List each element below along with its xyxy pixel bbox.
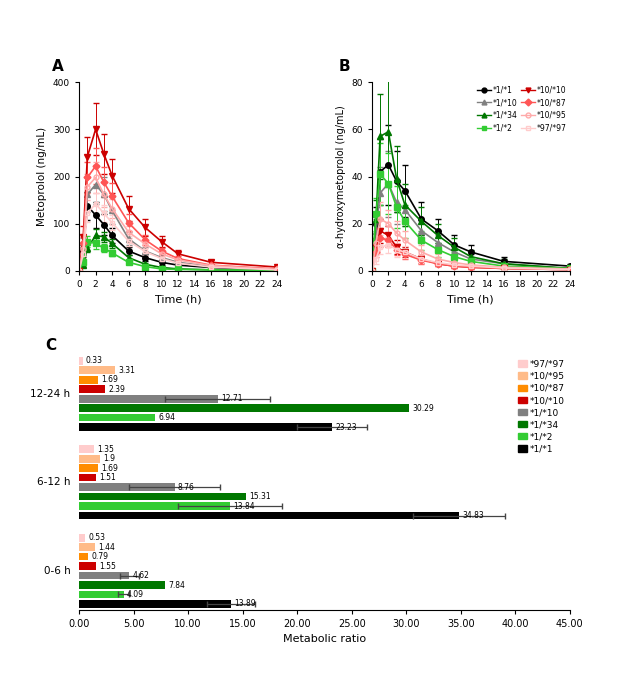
Text: 1.51: 1.51 [99,473,116,482]
Bar [79,423,332,431]
Text: 12.71: 12.71 [221,394,242,403]
Text: 13.89: 13.89 [234,599,256,608]
Text: 6-12 h: 6-12 h [37,477,70,487]
Text: 1.35: 1.35 [97,445,114,453]
Bar [79,357,83,364]
Text: 34.83: 34.83 [462,511,484,520]
Bar [79,395,218,403]
Text: B: B [338,59,350,74]
Text: 23.23: 23.23 [335,423,357,432]
Bar [79,581,165,589]
Bar [79,445,94,453]
Bar [79,572,130,580]
Text: 1.55: 1.55 [99,562,116,571]
Text: 0-6 h: 0-6 h [44,566,70,576]
Text: 7.84: 7.84 [168,580,185,590]
Text: 2.39: 2.39 [108,385,125,394]
Text: 0.33: 0.33 [86,356,103,365]
Bar [79,483,175,491]
X-axis label: Time (h): Time (h) [154,295,201,304]
Bar [79,404,410,412]
Text: 0.53: 0.53 [88,533,105,542]
Bar [79,366,115,374]
X-axis label: Time (h): Time (h) [448,295,494,304]
Bar [79,455,100,462]
Bar [79,543,95,551]
Text: 30.29: 30.29 [413,403,434,412]
Text: 8.76: 8.76 [178,482,195,492]
Text: 0.79: 0.79 [91,552,108,561]
Text: 12-24 h: 12-24 h [30,389,70,399]
Text: A: A [51,59,63,74]
Bar [79,502,230,510]
Legend: *97/*97, *10/*95, *10/*87, *10/*10, *1/*10, *1/*34, *1/*2, *1/*1: *97/*97, *10/*95, *10/*87, *10/*10, *1/*… [518,360,565,453]
Text: 1.44: 1.44 [98,543,115,551]
Text: 1.9: 1.9 [103,454,115,463]
Bar [79,553,88,560]
Text: C: C [45,338,56,353]
Y-axis label: Metoprolol (ng/mL): Metoprolol (ng/mL) [37,127,47,226]
Bar [79,512,459,519]
Text: 4.62: 4.62 [133,571,149,580]
Y-axis label: α-hydroxymetoprolol (ng/mL): α-hydroxymetoprolol (ng/mL) [335,105,346,248]
Text: 13.84: 13.84 [234,501,255,510]
Bar [79,385,105,393]
Text: 15.31: 15.31 [249,492,271,501]
Bar [79,562,96,570]
Text: 1.69: 1.69 [101,375,118,384]
Bar [79,590,123,599]
Text: 6.94: 6.94 [158,413,175,422]
Bar [79,464,97,472]
Bar [79,376,97,384]
Bar [79,493,246,501]
Text: 3.31: 3.31 [118,366,135,375]
Bar [79,534,85,542]
X-axis label: Metabolic ratio: Metabolic ratio [283,634,366,644]
Text: 4.09: 4.09 [127,590,144,599]
Bar [79,474,96,482]
Bar [79,414,155,421]
Legend: *1/*1, *1/*10, *1/*34, *1/*2, *10/*10, *10/*87, *10/*95, *97/*97: *1/*1, *1/*10, *1/*34, *1/*2, *10/*10, *… [474,82,570,136]
Text: 1.69: 1.69 [101,464,118,473]
Bar [79,600,230,608]
